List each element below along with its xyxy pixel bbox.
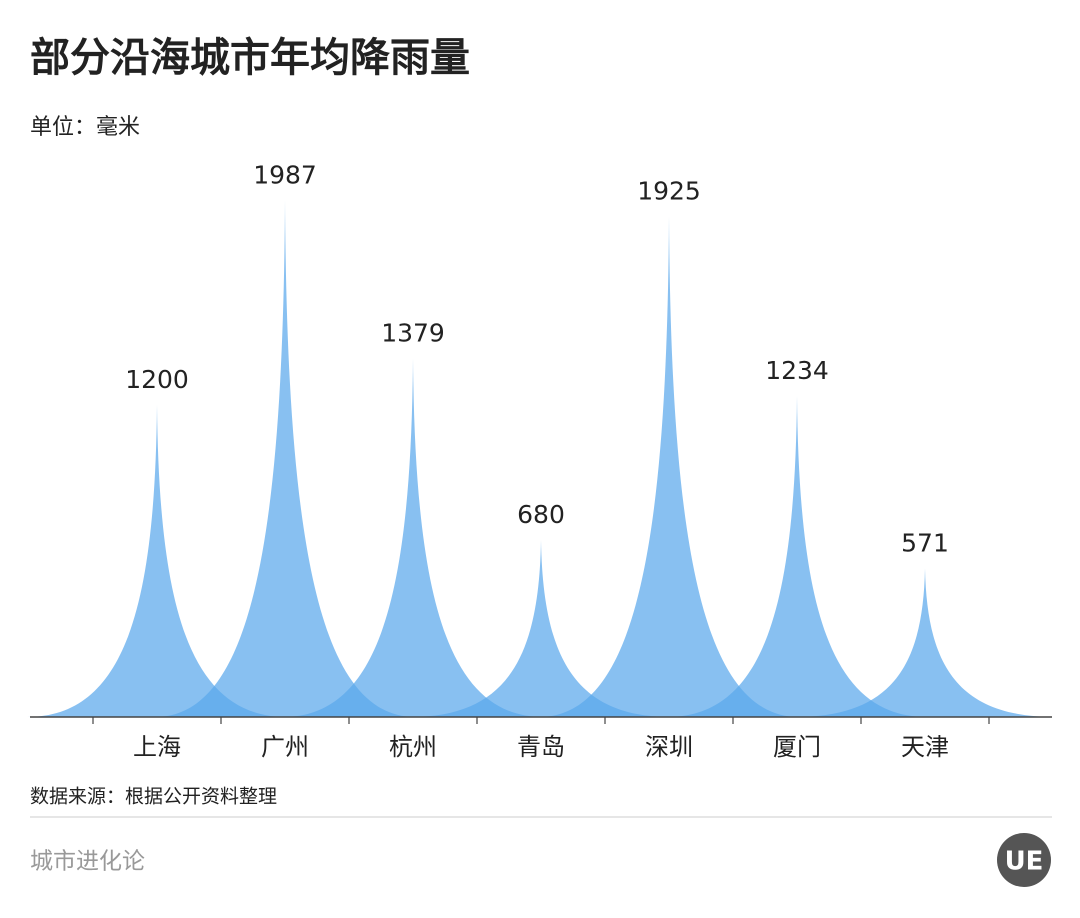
chart-subtitle: 单位：毫米 [30, 115, 140, 140]
logo-text: UE [1005, 847, 1044, 877]
x-tick-label: 广州 [261, 733, 309, 761]
value-label: 1379 [381, 318, 445, 347]
peak [283, 358, 543, 717]
peak [155, 200, 415, 717]
x-tick-label: 厦门 [773, 733, 821, 761]
x-tick-label: 上海 [133, 733, 181, 761]
value-label: 1925 [637, 177, 701, 206]
value-label: 1200 [125, 365, 189, 394]
value-label: 680 [517, 500, 565, 529]
x-tick-label: 天津 [901, 733, 949, 761]
source-note: 数据来源：根据公开资料整理 [30, 786, 277, 808]
value-label: 571 [901, 529, 949, 558]
chart-title: 部分沿海城市年均降雨量 [30, 35, 470, 81]
value-label: 1987 [253, 160, 317, 189]
x-tick-label: 杭州 [389, 733, 437, 761]
x-tick-label: 青岛 [517, 733, 565, 761]
peak [667, 396, 927, 717]
plot-area: 1200 1987 1379 680 1925 1234 571 [27, 160, 1055, 717]
peak [27, 405, 287, 717]
peak [411, 540, 671, 717]
logo-badge [997, 833, 1051, 887]
value-label: 1234 [765, 356, 829, 385]
footer-brand: 城市进化论 [30, 849, 145, 875]
peak [795, 568, 1055, 717]
peak [539, 216, 799, 717]
x-tick-label: 深圳 [645, 733, 693, 761]
